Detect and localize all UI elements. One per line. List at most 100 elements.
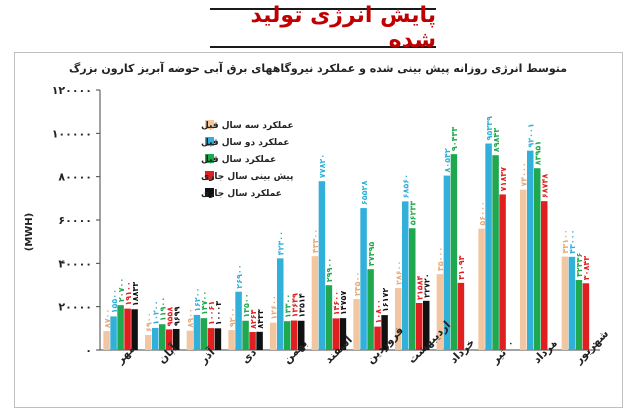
bar [173, 328, 180, 350]
y-tick-label: ۱۲۰۰۰۰ [52, 84, 92, 97]
bar [145, 335, 152, 350]
bar [499, 194, 506, 350]
bar [131, 309, 138, 350]
bar-value-label: ۱۰۰۶۱ [207, 301, 216, 325]
legend-label: عملکرد سال جاری [201, 189, 282, 199]
bar [152, 327, 159, 350]
bar [374, 326, 381, 350]
bar [207, 328, 215, 350]
bar-value-label: ۱۱۹۰۰ [159, 297, 168, 321]
bar-value-label: ۹۵۵۸ [166, 307, 175, 327]
legend-label: عملکرد سال قبل [201, 155, 276, 165]
y-tick-label: ۱۰۰۰۰۰ [52, 127, 92, 140]
bar [166, 329, 173, 350]
bar-value-label: ۶۹۰۰ [145, 313, 154, 333]
bar [450, 154, 458, 350]
bar-value-label: ۱۴۷۵۷ [339, 291, 348, 316]
y-tick-label: ۸۰۰۰۰ [58, 171, 92, 184]
chart-frame [14, 52, 623, 408]
bar [200, 318, 208, 350]
legend-swatch [205, 154, 214, 163]
bar-value-label: ۲۳۵۰۰ [353, 272, 362, 296]
bar [436, 274, 444, 350]
bar-value-label: ۹۵۳۳۹ [485, 116, 494, 141]
bar-value-label: ۸۴۳۳ [256, 309, 265, 329]
bar [561, 256, 569, 350]
bar [228, 330, 235, 350]
bar-value-label: ۲۲۷۲۰ [423, 273, 432, 297]
bar [353, 299, 360, 350]
bar-value-label: ۰ [548, 341, 557, 346]
bar-value-label: ۸۷۰۰ [103, 309, 112, 329]
bar-value-label: ۹۲۰۰۱ [527, 123, 536, 147]
bar-value-label: ۳۷۳۹۵ [367, 242, 376, 267]
bar [541, 201, 548, 350]
bar [214, 328, 222, 350]
bar-value-label: ۳۵۰۰۰ [436, 247, 445, 271]
bar-value-label: ۰ [589, 341, 598, 346]
y-tick-label: ۴۰۰۰۰ [58, 257, 92, 270]
bar-value-label: ۴۳۰۰۰ [568, 229, 577, 253]
bar-value-label: ۷۴۰۰۰ [520, 162, 529, 186]
bar-value-label: ۳۱۰۹۳ [457, 255, 466, 280]
bar [249, 332, 256, 350]
legend-swatch [205, 171, 214, 180]
bar [242, 320, 249, 350]
bar-value-label: ۱۴۷۰۰ [200, 291, 209, 315]
chart-title: متوسط انرژی روزانه پیش بینی شده و عملکرد… [69, 61, 567, 75]
bar [311, 256, 319, 350]
bar-value-label: ۲۶۹۰۰ [235, 264, 244, 288]
legend-label: پیش بینی سال جاری [201, 172, 293, 182]
bar [409, 228, 416, 350]
bar [478, 228, 485, 350]
bar-value-label: ۸۰۵۴۲ [443, 148, 452, 173]
bar-value-label: ۴۳۱۰۰ [561, 229, 570, 253]
bar [193, 314, 201, 350]
bar-value-label: ۷۷۸۲۰ [318, 154, 327, 178]
bar-value-label: ۱۹۱۰۰ [124, 281, 133, 305]
bar [332, 318, 340, 350]
bar [298, 320, 305, 350]
bar-value-label: ۳۰۸۴۳ [582, 256, 591, 281]
bar [381, 315, 388, 350]
bar-value-label: ۲۰۷۰۰ [117, 278, 126, 302]
bar-value-label: ۸۳۹۵۱ [534, 141, 543, 165]
bar-value-label: ۴۲۳۰۰ [277, 231, 286, 255]
bar-value-label: ۹۶۹۹ [173, 306, 182, 326]
y-tick-label: ۶۰۰۰۰ [58, 214, 92, 227]
bar [520, 189, 527, 350]
bar-value-label: ۸۲۶۳ [249, 309, 258, 329]
bar-value-label: ۱۵۵۰۰ [110, 289, 119, 313]
legend-swatch [205, 188, 214, 197]
legend-swatch [205, 120, 214, 129]
bar [159, 324, 166, 350]
legend-label: عملکرد دو سال قبل [201, 138, 290, 148]
bar [568, 256, 576, 350]
y-axis-label-group: (MWH) [24, 213, 35, 252]
bar [339, 318, 347, 350]
bars [103, 143, 590, 350]
bar [395, 288, 402, 350]
bar [423, 300, 430, 350]
bar-value-label: ۶۸۵۶۰ [402, 174, 411, 198]
bar [235, 291, 242, 350]
bar-value-label: ۰ [506, 341, 515, 346]
bar [291, 320, 298, 350]
bar-value-label: ۱۴۶۰۰ [332, 291, 341, 315]
bar-value-label: ۱۳۳۰۰ [284, 294, 293, 318]
y-tick-label: ۲۰۰۰۰ [58, 301, 92, 314]
bar-value-label: ۵۶۰۰۰ [478, 201, 487, 225]
bar-value-label: ۳۲۳۳۶ [575, 252, 584, 277]
bar-value-label: ۲۸۶۰۰ [395, 261, 404, 285]
bar-value-label: ۲۹۹۰۰ [325, 258, 334, 282]
bar-value-label: ۱۰۰۰۳ [214, 301, 223, 326]
legend: عملکرد سه سال قبل عملکرد دو سال قبل عملکرد… [201, 120, 294, 199]
bar-value-label: ۱۰۸۰۰ [374, 299, 383, 323]
bar-value-label: ۷۱۸۳۷ [499, 167, 508, 192]
y-tick-label: ۰ [85, 344, 92, 357]
axes: ۰ ۲۰۰۰۰ ۴۰۰۰۰ ۶۰۰۰۰ ۸۰۰۰۰ ۱۰۰۰۰۰ ۱۲۰۰۰۰ [52, 84, 600, 357]
page-title: پایش انرژی تولید شده [250, 3, 436, 53]
bar-value-label: ۸۹۰۰ [186, 308, 195, 328]
bar [256, 331, 263, 350]
